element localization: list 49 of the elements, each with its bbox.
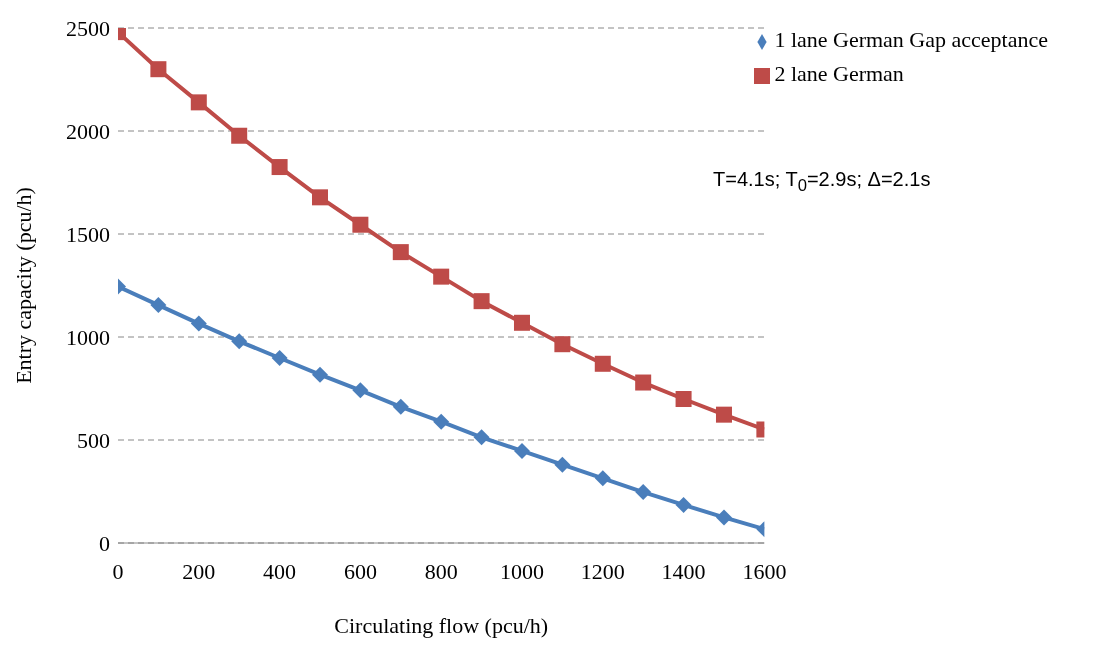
x-tick-label: 800 [424, 558, 458, 584]
y-tick-label: 2000 [66, 118, 110, 144]
point [433, 268, 450, 285]
y-tick-label: 2500 [66, 15, 110, 41]
point [594, 355, 611, 372]
y-tick-label: 1000 [66, 324, 110, 350]
y-tick-label: 500 [77, 427, 110, 453]
annotation: T=4.1s; T$_{0}$=2.9s; Δ=2.1s [713, 168, 931, 196]
point [675, 391, 692, 408]
point [190, 315, 207, 332]
point [433, 413, 450, 430]
point [150, 61, 167, 78]
point [311, 366, 328, 383]
point [150, 297, 167, 314]
x-tick-label: 1600 [742, 558, 787, 584]
y-tick-label: 1500 [66, 221, 110, 247]
point [554, 336, 571, 353]
point [554, 456, 571, 473]
point [231, 127, 248, 144]
point [231, 333, 248, 350]
point [352, 382, 369, 399]
point [675, 496, 692, 513]
point [271, 159, 288, 176]
x-tick-label: 400 [263, 558, 297, 584]
point [513, 442, 530, 459]
x-tick-label: 1200 [580, 558, 625, 584]
x-tick-label: 200 [182, 558, 216, 584]
legend-label: 2 lane German [774, 61, 904, 86]
point [594, 470, 611, 487]
point [190, 94, 207, 111]
x-tick-label: 1000 [499, 558, 544, 584]
point [635, 374, 652, 391]
legend-label: 1 lane German Gap acceptance [774, 27, 1048, 52]
x-tick-label: 1400 [661, 558, 706, 584]
point [513, 314, 530, 331]
point [392, 398, 409, 415]
point [352, 216, 369, 233]
x-tick-label: 600 [343, 558, 377, 584]
y-axis-title: Entry capacity (pcu/h) [10, 187, 36, 384]
point [473, 293, 490, 310]
point [392, 244, 409, 261]
point [473, 429, 490, 446]
point [635, 484, 652, 501]
point [715, 509, 732, 526]
point [311, 189, 328, 206]
point [271, 350, 288, 367]
x-axis-title: Circulating flow (pcu/h) [334, 613, 549, 638]
point [715, 406, 732, 423]
y-tick-label: 0 [99, 530, 110, 556]
